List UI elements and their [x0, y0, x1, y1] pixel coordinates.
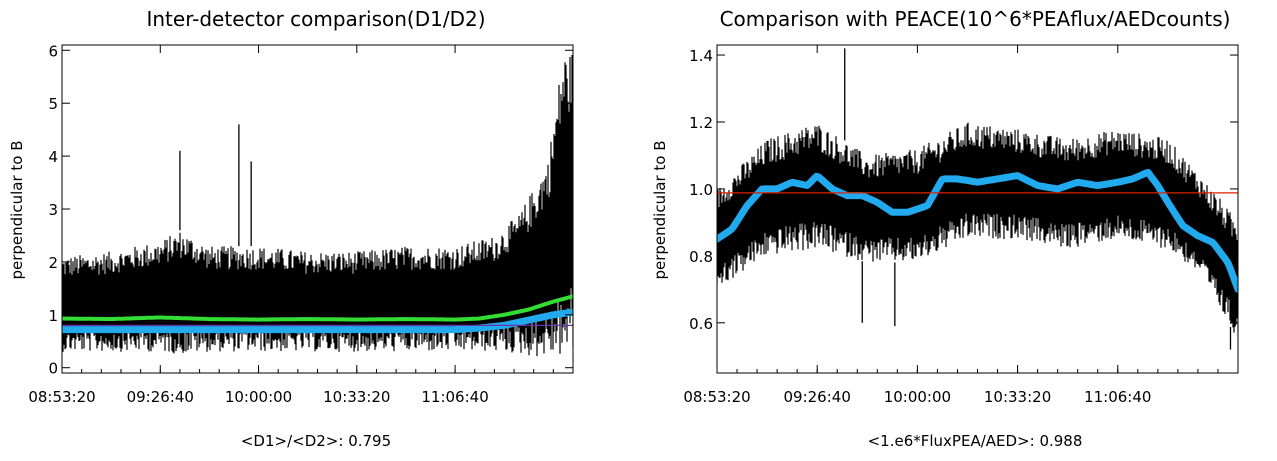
left-chart-ytick-label: 0: [48, 360, 58, 378]
right-chart-xlabel: <1.e6*FluxPEA/AED>: 0.988: [868, 432, 1083, 450]
right-chart-ylabel: perpendicular to B: [651, 140, 669, 279]
right-chart-noise-series: [717, 122, 1238, 333]
right-chart-ytick-label: 0.8: [689, 248, 713, 266]
left-chart-ytick-label: 1: [48, 307, 58, 325]
right-chart-xtick-label: 08:53:20: [683, 388, 750, 406]
left-chart-xtick-label: 11:06:40: [421, 388, 488, 406]
right-chart-xtick-label: 11:06:40: [1084, 388, 1151, 406]
left-chart-ticks: 08:53:20 09:26:40 10:00:00 10:33:20 11:06:40…: [28, 42, 574, 406]
right-chart-ytick-label: 1.0: [689, 181, 713, 199]
right-chart-ticks: 08:53:20 09:26:40 10:00:00 10:33:20 11:06:40…: [683, 45, 1239, 406]
right-chart-xtick-label: 09:26:40: [784, 388, 851, 406]
left-chart-series-group: [62, 55, 573, 357]
left-chart-ytick-label: 4: [48, 148, 58, 166]
left-chart-series-line-2: [62, 308, 573, 334]
left-chart-noise-series: [62, 55, 573, 357]
right-chart-series-group: [717, 48, 1238, 350]
right-chart-xtick-label: 10:33:20: [984, 388, 1051, 406]
right-chart-ytick-label: 1.4: [689, 47, 713, 65]
left-chart-title: Inter-detector comparison(D1/D2): [146, 7, 485, 31]
left-chart-ytick-label: 3: [48, 201, 58, 219]
right-chart-ytick-label: 0.6: [689, 315, 713, 333]
left-chart-xtick-label: 08:53:20: [28, 388, 95, 406]
left-chart-ylabel: perpendicular to B: [8, 140, 26, 279]
left-chart-ytick-label: 6: [48, 42, 58, 60]
left-chart-ytick-label: 2: [48, 254, 58, 272]
left-chart-xlabel: <D1>/<D2>: 0.795: [241, 432, 391, 450]
right-chart-panel: Comparison with PEACE(10^6*PEAflux/AEDco…: [651, 7, 1239, 450]
right-chart-title: Comparison with PEACE(10^6*PEAflux/AEDco…: [720, 7, 1231, 31]
right-chart-xtick-label: 10:00:00: [884, 388, 951, 406]
left-chart-panel: Inter-detector comparison(D1/D2) perpend…: [8, 7, 574, 450]
right-chart-series-line-1: [717, 168, 1238, 293]
left-chart-ytick-label: 5: [48, 95, 58, 113]
left-chart-xtick-label: 10:00:00: [225, 388, 292, 406]
right-chart-ytick-label: 1.2: [689, 114, 713, 132]
left-chart-xtick-label: 10:33:20: [323, 388, 390, 406]
left-chart-xtick-label: 09:26:40: [127, 388, 194, 406]
left-chart-series-line-1: [62, 294, 573, 322]
